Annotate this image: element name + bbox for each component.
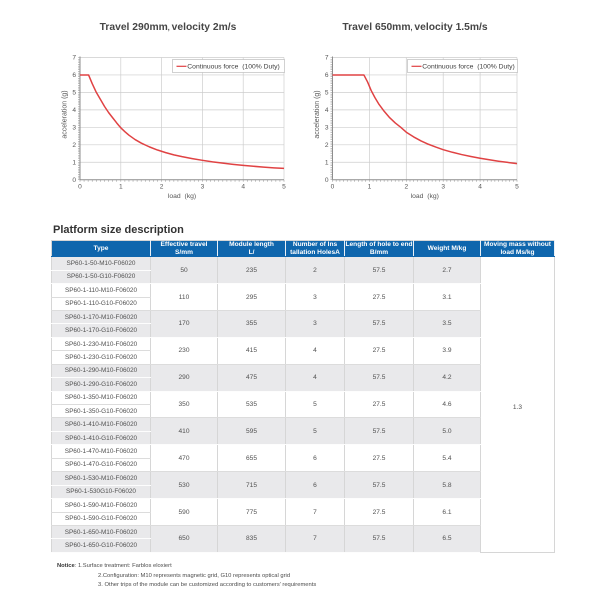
- svg-text:2: 2: [72, 142, 76, 149]
- svg-text:7: 7: [72, 55, 76, 62]
- svg-text:acceleration (g): acceleration (g): [314, 90, 321, 138]
- svg-text:6: 6: [325, 72, 329, 79]
- svg-text:0: 0: [78, 183, 82, 190]
- svg-text:0: 0: [331, 183, 335, 190]
- svg-text:load (kg): load (kg): [411, 193, 439, 200]
- svg-text:3: 3: [201, 183, 205, 190]
- svg-text:1: 1: [325, 159, 329, 166]
- svg-text:0: 0: [325, 177, 329, 184]
- svg-text:4: 4: [478, 183, 482, 190]
- svg-text:5: 5: [282, 183, 286, 190]
- svg-text:4: 4: [241, 183, 245, 190]
- svg-text:load (kg): load (kg): [168, 193, 196, 200]
- svg-text:4: 4: [325, 107, 329, 114]
- svg-text:1: 1: [368, 183, 372, 190]
- svg-text:2: 2: [160, 183, 164, 190]
- svg-text:5: 5: [515, 183, 519, 190]
- svg-text:1: 1: [72, 159, 76, 166]
- svg-text:7: 7: [325, 55, 329, 62]
- svg-text:Continuous force (100% Duty): Continuous force (100% Duty): [422, 64, 515, 71]
- svg-text:3: 3: [72, 125, 76, 132]
- svg-text:0: 0: [72, 177, 76, 184]
- svg-text:4: 4: [72, 107, 76, 114]
- svg-text:2: 2: [404, 183, 408, 190]
- svg-text:6: 6: [72, 72, 76, 79]
- svg-text:5: 5: [325, 90, 329, 97]
- svg-text:1: 1: [119, 183, 123, 190]
- svg-text:3: 3: [325, 125, 329, 132]
- svg-text:5: 5: [72, 90, 76, 97]
- svg-text:3: 3: [441, 183, 445, 190]
- svg-text:2: 2: [325, 142, 329, 149]
- svg-text:Continuous force (100% Duty): Continuous force (100% Duty): [187, 64, 279, 71]
- svg-text:acceleration (g): acceleration (g): [62, 90, 69, 138]
